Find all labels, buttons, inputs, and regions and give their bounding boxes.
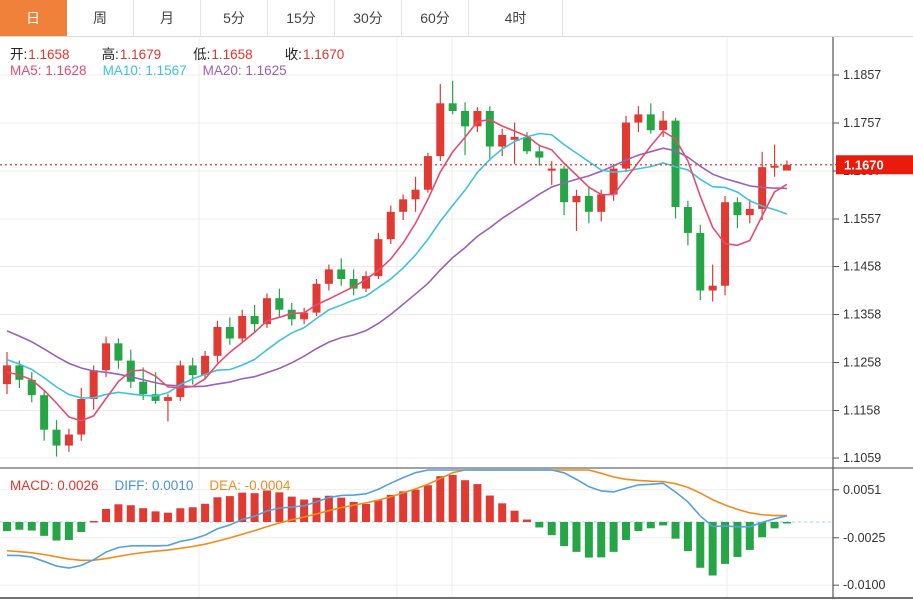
ma5-readout: MA5: 1.1628 bbox=[10, 63, 87, 78]
dea-readout: DEA: -0.0004 bbox=[209, 478, 291, 493]
low-readout: 低:1.1658 bbox=[193, 47, 269, 62]
price-axis-label: 1.1059 bbox=[843, 451, 881, 465]
close-value: 1.1670 bbox=[302, 47, 345, 62]
macd-legend: MACD: 0.0026 DIFF: 0.0010 DEA: -0.0004 bbox=[10, 478, 306, 493]
price-axis-label: 1.1258 bbox=[843, 356, 881, 370]
ohlc-legend: 开:1.1658 高:1.1679 低:1.1658 收:1.1670 bbox=[10, 43, 376, 63]
ma20-readout: MA20: 1.1625 bbox=[202, 63, 287, 78]
high-readout: 高:1.1679 bbox=[102, 47, 178, 62]
low-label: 低: bbox=[193, 47, 211, 62]
diff-readout: DIFF: 0.0010 bbox=[114, 478, 194, 493]
high-label: 高: bbox=[101, 47, 119, 62]
price-axis-label: 1.1158 bbox=[843, 404, 880, 418]
tab-4hour[interactable]: 4时 bbox=[469, 0, 563, 36]
tab-month[interactable]: 月 bbox=[134, 0, 201, 36]
price-axis-label: 1.1557 bbox=[843, 212, 881, 226]
tab-day[interactable]: 日 bbox=[0, 0, 67, 36]
current-price-badge bbox=[836, 155, 913, 175]
tab-60min[interactable]: 60分 bbox=[402, 0, 469, 36]
current-price-badge-label: 1.1670 bbox=[844, 157, 884, 172]
open-label: 开: bbox=[10, 47, 28, 62]
open-readout: 开:1.1658 bbox=[10, 47, 86, 62]
ma10-readout: MA10: 1.1567 bbox=[102, 63, 187, 78]
macd-axis-label: -0.0100 bbox=[843, 578, 885, 592]
close-readout: 收:1.1670 bbox=[285, 47, 361, 62]
chart-canvas[interactable]: 1.18571.17571.16571.15571.14581.13581.12… bbox=[0, 37, 913, 601]
ma-legend: MA5: 1.1628 MA10: 1.1567 MA20: 1.1625 bbox=[10, 63, 303, 78]
tab-week[interactable]: 周 bbox=[67, 0, 134, 36]
price-axis-label: 1.1358 bbox=[843, 308, 881, 322]
price-axis-label: 1.1757 bbox=[843, 116, 881, 130]
open-value: 1.1658 bbox=[28, 47, 70, 62]
macd-axis-label: -0.0025 bbox=[843, 531, 885, 545]
low-value: 1.1658 bbox=[211, 47, 253, 62]
price-axis-label: 1.1458 bbox=[843, 260, 881, 274]
tab-5min[interactable]: 5分 bbox=[201, 0, 268, 36]
macd-axis-label: 0.0051 bbox=[843, 483, 881, 497]
close-label: 收: bbox=[284, 47, 302, 62]
tab-15min[interactable]: 15分 bbox=[268, 0, 335, 36]
interval-tabbar: 日周月 5分 15分 30分 60分 4时 bbox=[0, 0, 913, 37]
chart-area: 1.18571.17571.16571.15571.14581.13581.12… bbox=[0, 37, 913, 601]
high-value: 1.1679 bbox=[119, 47, 162, 62]
tab-30min[interactable]: 30分 bbox=[335, 0, 402, 36]
macd-readout: MACD: 0.0026 bbox=[10, 478, 99, 493]
price-axis-label: 1.1857 bbox=[843, 68, 881, 82]
